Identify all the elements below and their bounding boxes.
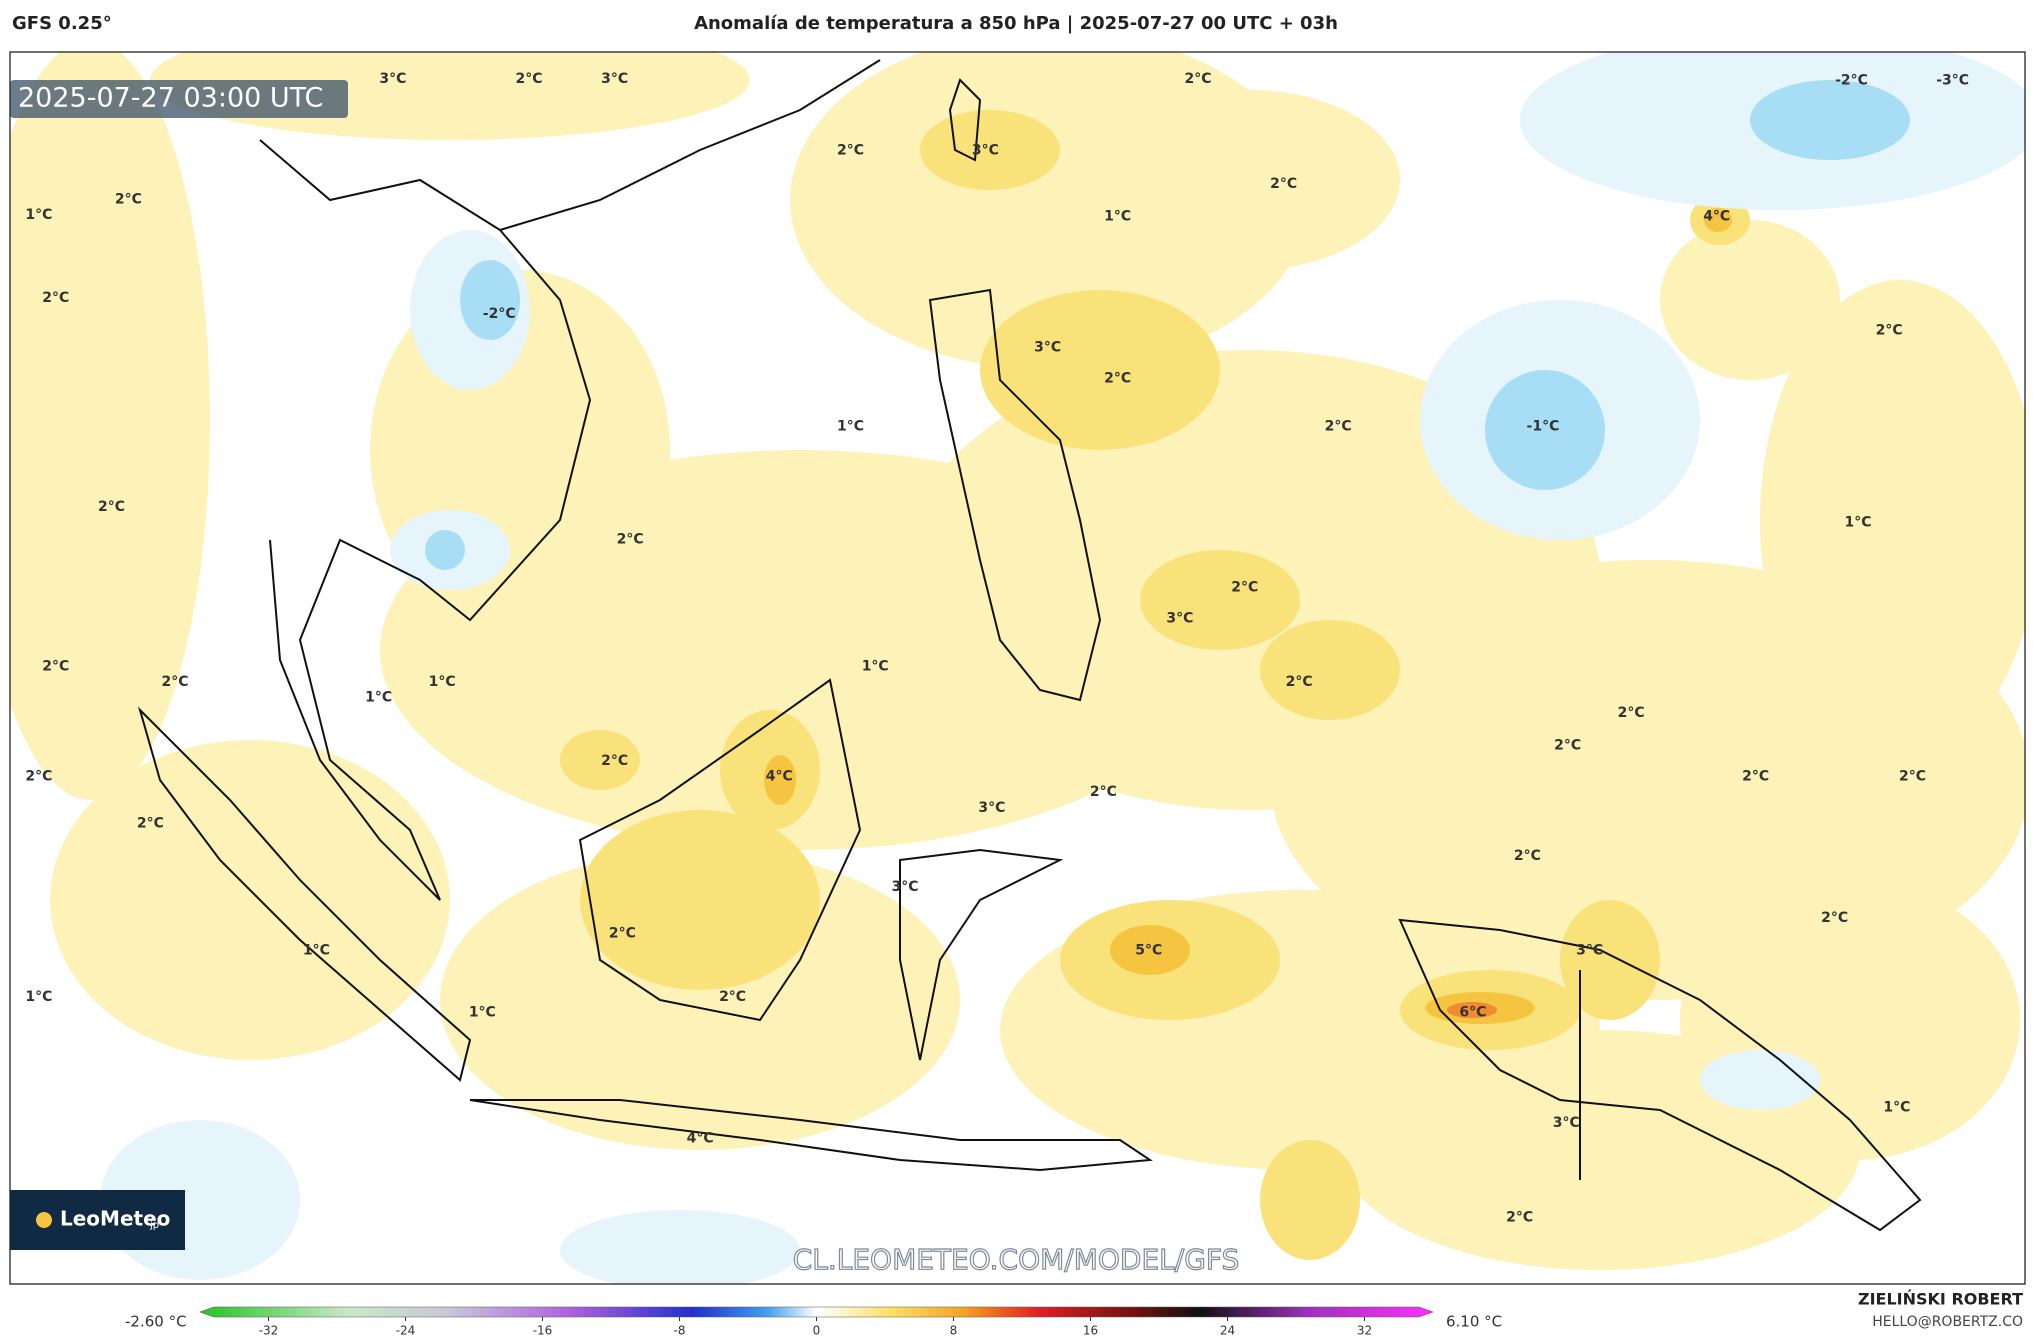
- map-label: 4°C: [766, 769, 793, 785]
- map-label: 2°C: [1090, 784, 1117, 800]
- map-title: Anomalía de temperatura a 850 hPa | 2025…: [694, 13, 1338, 34]
- map-label: 2°C: [42, 658, 69, 674]
- map-label: -1°C: [1527, 419, 1560, 435]
- map-label: 2°C: [1554, 738, 1581, 754]
- map-label: 2°C: [1899, 769, 1926, 785]
- map-label: 1°C: [303, 942, 330, 958]
- map-label: 2°C: [25, 769, 52, 785]
- map-label: 1°C: [25, 989, 52, 1005]
- logo: LeoMeteo: [60, 1207, 170, 1231]
- map-frame: [9, 51, 2026, 1285]
- timestamp-box: [10, 80, 348, 118]
- watermark: CL.LEOMETEO.COM/MODEL/GFS: [793, 1243, 1240, 1276]
- map-label: 2°C: [1231, 579, 1258, 595]
- map-label: 2°C: [719, 989, 746, 1005]
- map-labels: 3°C 2°C 3°C 2°C -2°C -3°C 2°C 3°C 2°C 2°C 1°C 1°C 4°…: [25, 71, 1969, 1225]
- map-label: -3°C: [1936, 72, 1969, 88]
- colorbar-tick-label: -24: [396, 1324, 416, 1338]
- map-label: 1°C: [365, 690, 392, 706]
- map-label: 1°C: [837, 419, 864, 435]
- map-label: 2°C: [1514, 848, 1541, 864]
- colorbar-tick-label: 8: [950, 1324, 958, 1338]
- map-label: 2°C: [162, 674, 189, 690]
- map-label: 1°C: [1104, 209, 1131, 225]
- author: ZIELIŃSKI ROBERT: [1858, 1290, 2023, 1309]
- map-label: 1°C: [1883, 1099, 1910, 1115]
- colorbar-tick-label: 16: [1083, 1324, 1098, 1338]
- map-label: 1°C: [469, 1005, 496, 1021]
- map-area: 2025-07-27 03:00 UTC CL.LEOMETEO.COM/MOD…: [10, 52, 2025, 1284]
- map-label: 1°C: [1845, 515, 1872, 531]
- map-label: 3°C: [1166, 610, 1193, 626]
- map-label: 1°C: [429, 674, 456, 690]
- logo-icon: [36, 1212, 52, 1228]
- map-label: -2°C: [483, 306, 516, 322]
- map-label: 3°C: [972, 142, 999, 158]
- map-label: 3°C: [892, 879, 919, 895]
- logo-suffix: jp: [149, 1220, 159, 1231]
- map-label: 2°C: [1506, 1210, 1533, 1226]
- map-label: 2°C: [42, 290, 69, 306]
- anomaly-fill-4: [1447, 1002, 1497, 1018]
- colorbar-max-label: 6.10 °C: [1446, 1313, 1502, 1331]
- anomaly-fill-1: [10, 52, 2025, 1270]
- map-label: 2°C: [837, 142, 864, 158]
- map-label: 2°C: [1185, 71, 1212, 87]
- anomaly-fill-2: [560, 110, 1750, 1260]
- map-label: 2°C: [617, 531, 644, 547]
- colorbar-tick-label: 24: [1220, 1324, 1235, 1338]
- map-label: 2°C: [1742, 769, 1769, 785]
- map-label: 2°C: [1876, 323, 1903, 339]
- map-label: 2°C: [1270, 176, 1297, 192]
- map-label: 5°C: [1135, 942, 1162, 958]
- map-label: 3°C: [379, 71, 406, 87]
- colorbar: -32 -24 -16 -8 0 8 16 24 32: [199, 1306, 1434, 1338]
- map-label: 3°C: [1576, 942, 1603, 958]
- colorbar-min-label: -2.60 °C: [125, 1313, 187, 1331]
- anomaly-fill-neg-2: [425, 80, 1910, 570]
- map-label: 3°C: [1034, 339, 1061, 355]
- colorbar-tick-label: -32: [259, 1324, 279, 1338]
- map-label: 3°C: [601, 71, 628, 87]
- map-label: 2°C: [1104, 371, 1131, 387]
- map-label: 3°C: [1553, 1115, 1580, 1131]
- colorbar-bar: [199, 1306, 1434, 1318]
- map-label: 2°C: [1286, 674, 1313, 690]
- map-label: 2°C: [115, 192, 142, 208]
- map-label: 2°C: [609, 926, 636, 942]
- colorbar-tick-label: -8: [674, 1324, 686, 1338]
- map-label: 2°C: [1821, 910, 1848, 926]
- colorbar-tick-label: 32: [1357, 1324, 1372, 1338]
- map-label: 1°C: [862, 658, 889, 674]
- coastlines: [137, 59, 1922, 1232]
- map-label: 2°C: [516, 71, 543, 87]
- map-label: 2°C: [601, 753, 628, 769]
- map-label: 3°C: [978, 800, 1005, 816]
- map-label: 4°C: [1703, 209, 1730, 225]
- model-name: GFS 0.25°: [12, 13, 112, 34]
- timestamp: 2025-07-27 03:00 UTC: [18, 83, 323, 114]
- colorbar-tick-label: -16: [533, 1324, 553, 1338]
- email: HELLO@ROBERTZ.CO: [1872, 1314, 2023, 1330]
- map-label: 2°C: [1618, 705, 1645, 721]
- map-label: 6°C: [1459, 1005, 1486, 1021]
- map-label: 2°C: [98, 499, 125, 515]
- colorbar-tick-label: 0: [813, 1324, 821, 1338]
- map-label: 4°C: [687, 1130, 714, 1146]
- map-label: 2°C: [1325, 419, 1352, 435]
- map-label: 2°C: [137, 815, 164, 831]
- map-label: -2°C: [1835, 72, 1868, 88]
- map-label: 1°C: [25, 207, 52, 223]
